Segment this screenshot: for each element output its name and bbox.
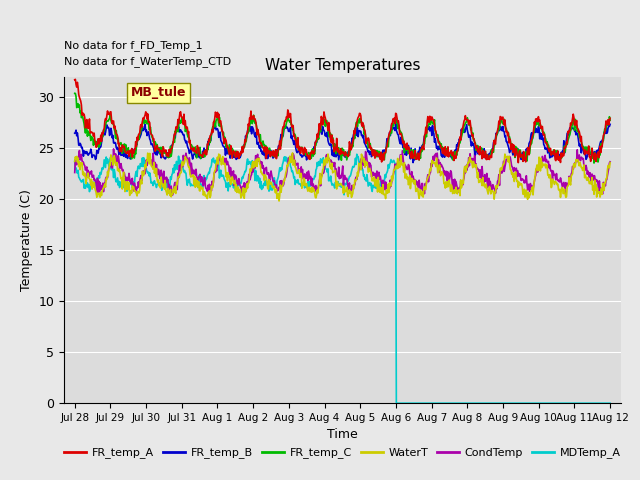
FR_temp_A: [606, 115, 614, 121]
FR_temp_B: [211, 120, 218, 126]
FR_temp_B: [409, 160, 417, 166]
FR_temp_B: [383, 144, 390, 150]
FR_temp_C: [104, 118, 111, 124]
FR_temp_B: [71, 130, 79, 136]
FR_temp_C: [396, 128, 404, 134]
FR_temp_B: [104, 125, 111, 131]
MDTemp_A: [413, 400, 421, 406]
Line: MDTemp_A: MDTemp_A: [75, 154, 610, 403]
WaterT: [104, 168, 111, 174]
FR_temp_C: [477, 146, 484, 152]
MDTemp_A: [104, 156, 111, 162]
MDTemp_A: [606, 400, 614, 406]
FR_temp_A: [104, 111, 112, 117]
MDTemp_A: [478, 400, 486, 406]
FR_temp_B: [606, 121, 614, 127]
Text: No data for f_FD_Temp_1: No data for f_FD_Temp_1: [64, 40, 203, 51]
WaterT: [275, 198, 283, 204]
FR_temp_C: [71, 90, 79, 96]
FR_temp_A: [533, 116, 541, 121]
Title: Water Temperatures: Water Temperatures: [265, 58, 420, 73]
FR_temp_B: [478, 152, 486, 157]
CondTemp: [93, 193, 100, 199]
Line: FR_temp_A: FR_temp_A: [75, 79, 610, 163]
WaterT: [383, 190, 391, 195]
CondTemp: [533, 168, 541, 174]
FR_temp_C: [412, 156, 420, 162]
Y-axis label: Temperature (C): Temperature (C): [20, 189, 33, 291]
FR_temp_C: [382, 150, 390, 156]
CondTemp: [109, 146, 117, 152]
WaterT: [606, 160, 614, 166]
CondTemp: [397, 152, 405, 157]
FR_temp_A: [383, 145, 390, 151]
CondTemp: [71, 169, 79, 175]
FR_temp_C: [532, 122, 540, 128]
Line: FR_temp_B: FR_temp_B: [75, 123, 610, 163]
WaterT: [413, 186, 421, 192]
FR_temp_A: [413, 156, 420, 161]
WaterT: [71, 158, 79, 164]
MDTemp_A: [71, 158, 79, 164]
FR_temp_A: [515, 160, 522, 166]
FR_temp_A: [72, 76, 79, 82]
FR_temp_C: [590, 160, 598, 166]
FR_temp_B: [413, 152, 421, 158]
CondTemp: [413, 182, 421, 188]
MDTemp_A: [353, 151, 361, 157]
WaterT: [397, 153, 405, 158]
X-axis label: Time: Time: [327, 429, 358, 442]
FR_temp_A: [477, 151, 485, 156]
FR_temp_C: [606, 117, 614, 123]
Line: WaterT: WaterT: [75, 153, 610, 201]
FR_temp_A: [71, 77, 79, 83]
Text: MB_tule: MB_tule: [131, 86, 186, 99]
FR_temp_B: [397, 141, 404, 146]
MDTemp_A: [533, 400, 541, 406]
FR_temp_A: [397, 131, 404, 137]
CondTemp: [606, 159, 614, 165]
Text: No data for f_WaterTemp_CTD: No data for f_WaterTemp_CTD: [64, 56, 231, 67]
CondTemp: [478, 164, 486, 169]
Legend: FR_temp_A, FR_temp_B, FR_temp_C, WaterT, CondTemp, MDTemp_A: FR_temp_A, FR_temp_B, FR_temp_C, WaterT,…: [60, 443, 625, 463]
CondTemp: [383, 186, 391, 192]
WaterT: [289, 150, 296, 156]
MDTemp_A: [383, 171, 390, 177]
Line: FR_temp_C: FR_temp_C: [75, 93, 610, 163]
FR_temp_B: [533, 128, 541, 133]
MDTemp_A: [392, 400, 400, 406]
WaterT: [533, 162, 541, 168]
MDTemp_A: [397, 400, 405, 406]
WaterT: [478, 183, 486, 189]
CondTemp: [104, 169, 112, 175]
Line: CondTemp: CondTemp: [75, 149, 610, 196]
